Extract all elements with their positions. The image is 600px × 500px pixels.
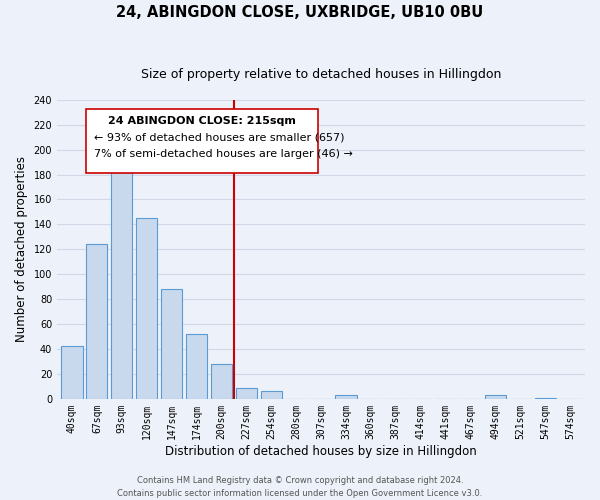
- Bar: [136, 218, 157, 399]
- Y-axis label: Number of detached properties: Number of detached properties: [15, 156, 28, 342]
- Text: ← 93% of detached houses are smaller (657): ← 93% of detached houses are smaller (65…: [94, 132, 344, 142]
- Bar: [335, 395, 356, 399]
- Bar: [211, 364, 232, 399]
- Bar: [485, 395, 506, 399]
- Text: 7% of semi-detached houses are larger (46) →: 7% of semi-detached houses are larger (4…: [94, 149, 353, 159]
- Bar: [111, 158, 133, 399]
- Bar: [86, 244, 107, 399]
- FancyBboxPatch shape: [86, 108, 319, 173]
- Bar: [161, 289, 182, 399]
- Bar: [61, 346, 83, 399]
- Bar: [260, 392, 282, 399]
- Bar: [236, 388, 257, 399]
- X-axis label: Distribution of detached houses by size in Hillingdon: Distribution of detached houses by size …: [165, 444, 477, 458]
- Bar: [186, 334, 207, 399]
- Text: 24 ABINGDON CLOSE: 215sqm: 24 ABINGDON CLOSE: 215sqm: [108, 116, 296, 126]
- Text: 24, ABINGDON CLOSE, UXBRIDGE, UB10 0BU: 24, ABINGDON CLOSE, UXBRIDGE, UB10 0BU: [116, 5, 484, 20]
- Bar: [535, 398, 556, 399]
- Title: Size of property relative to detached houses in Hillingdon: Size of property relative to detached ho…: [141, 68, 501, 80]
- Text: Contains HM Land Registry data © Crown copyright and database right 2024.
Contai: Contains HM Land Registry data © Crown c…: [118, 476, 482, 498]
